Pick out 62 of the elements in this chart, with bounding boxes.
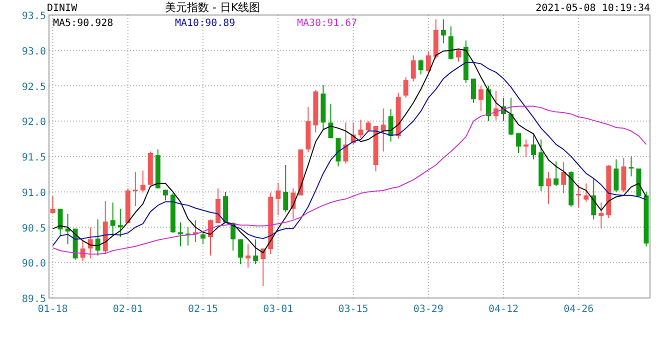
candlestick [410, 54, 416, 82]
y-tick-label: 91.0 [22, 188, 46, 199]
candlestick [470, 78, 476, 104]
y-tick-label: 93.5 [22, 11, 46, 22]
x-tick-label: 04-26 [564, 304, 594, 315]
candlestick [380, 108, 386, 152]
candlestick [418, 59, 424, 75]
candlestick [440, 18, 446, 44]
candlestick [591, 178, 596, 220]
y-tick-label: 90.0 [22, 258, 46, 270]
candlestick [403, 76, 408, 98]
candlestick [576, 184, 582, 208]
candlestick [110, 202, 116, 236]
candlestick [531, 134, 536, 160]
candlestick [448, 26, 454, 60]
candlestick [561, 162, 566, 194]
candlestick [628, 156, 634, 177]
candlestick [95, 218, 100, 256]
candlestick [246, 244, 251, 268]
candlestick [598, 202, 604, 230]
text: MA30:91.67 [297, 18, 358, 29]
y-tick-label: 93.0 [22, 46, 46, 58]
candlestick [478, 85, 484, 112]
y-tick-label: 89.5 [22, 294, 46, 305]
candlestick [508, 97, 514, 136]
x-tick-label: 03-15 [338, 304, 368, 315]
x-tick-label: 01-18 [38, 304, 68, 315]
candlestick [328, 104, 334, 139]
candlestick [283, 164, 288, 213]
text: MA5:90.928 [53, 18, 114, 29]
x-tick-label: 02-15 [188, 304, 218, 315]
candlestick [200, 230, 206, 245]
candlestick [276, 182, 281, 216]
x-tick-label: 03-29 [413, 304, 444, 315]
candlestick [584, 182, 589, 202]
y-tick-label: 92.5 [22, 82, 46, 93]
x-tick-label: 04-12 [488, 304, 519, 315]
y-tick-label: 92.0 [22, 117, 46, 128]
candlestick [516, 132, 522, 154]
candlestick [118, 208, 123, 238]
candlestick [358, 119, 364, 139]
candlestick [614, 158, 619, 192]
candlestick [178, 222, 183, 247]
candlestick [426, 51, 431, 72]
candlestick [65, 213, 70, 245]
chart-title: 美元指数 - 日K线图 [165, 1, 260, 14]
candlestick [524, 139, 529, 158]
y-tick-label: 91.5 [22, 152, 46, 164]
x-tick-label: 03-01 [263, 304, 294, 315]
candlestick [140, 170, 146, 194]
x-tick-label: 02-01 [112, 304, 143, 315]
text: MA10:90.89 [175, 18, 236, 29]
candlestick [546, 172, 552, 204]
text: 2021-05-08 10:19:34 [536, 3, 650, 14]
candlestick [554, 160, 559, 187]
candlestick [290, 188, 296, 220]
y-tick-label: 90.5 [22, 223, 46, 234]
candlestick [238, 238, 244, 265]
candlestick [253, 238, 258, 265]
candlestick [456, 48, 461, 62]
candlestick [388, 108, 394, 142]
text: DINIW [47, 3, 78, 14]
